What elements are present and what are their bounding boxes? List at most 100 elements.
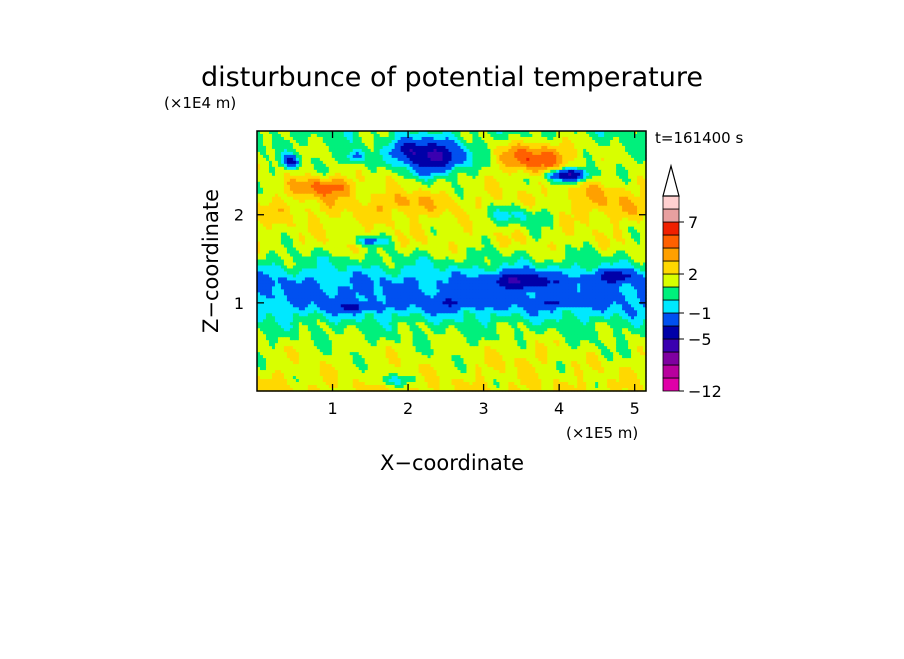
field-cell	[301, 217, 306, 222]
field-cell	[331, 226, 336, 231]
field-cell	[643, 241, 647, 246]
field-cell	[436, 178, 441, 183]
field-cell	[418, 208, 423, 213]
field-cell	[481, 172, 486, 177]
field-cell	[343, 205, 348, 210]
field-cell	[592, 232, 596, 237]
field-cell	[535, 196, 539, 201]
field-cell	[607, 214, 611, 219]
field-cell	[328, 142, 333, 147]
field-cell	[625, 232, 629, 237]
field-cell	[433, 211, 438, 216]
field-cell	[640, 163, 644, 168]
field-cell	[451, 151, 456, 156]
field-cell	[349, 172, 354, 177]
field-cell	[400, 235, 405, 240]
field-cell	[430, 193, 435, 198]
field-cell	[481, 151, 486, 156]
field-cell	[478, 166, 483, 171]
field-cell	[271, 187, 276, 192]
field-cell	[538, 148, 542, 153]
field-cell	[535, 148, 539, 153]
field-cell	[424, 187, 429, 192]
field-cell	[301, 211, 306, 216]
field-cell	[583, 175, 587, 180]
field-cell	[466, 217, 471, 222]
field-cell	[289, 220, 294, 225]
field-cell	[595, 172, 599, 177]
field-cell	[412, 235, 417, 240]
field-cell	[571, 175, 575, 180]
field-cell	[574, 139, 578, 144]
field-cell	[406, 178, 411, 183]
field-cell	[496, 148, 500, 153]
field-cell	[460, 220, 465, 225]
field-cell	[364, 154, 369, 159]
field-cell	[541, 223, 545, 228]
field-cell	[373, 205, 378, 210]
field-cell	[304, 136, 309, 141]
field-cell	[493, 148, 497, 153]
field-cell	[619, 154, 623, 159]
field-cell	[319, 184, 324, 189]
field-cell	[595, 163, 599, 168]
field-cell	[277, 154, 282, 159]
field-cell	[631, 226, 635, 231]
field-cell	[529, 163, 533, 168]
field-cell	[619, 142, 623, 147]
field-cell	[499, 193, 503, 198]
field-cell	[388, 205, 393, 210]
field-cell	[310, 157, 315, 162]
field-cell	[508, 232, 512, 237]
field-cell	[643, 199, 647, 204]
field-cell	[418, 202, 423, 207]
field-cell	[382, 172, 387, 177]
field-cell	[643, 169, 647, 174]
field-cell	[448, 199, 453, 204]
field-cell	[517, 223, 521, 228]
field-cell	[370, 196, 375, 201]
field-cell	[517, 199, 521, 204]
field-cell	[433, 199, 438, 204]
field-cell	[643, 214, 647, 219]
field-cell	[562, 199, 566, 204]
field-cell	[487, 217, 491, 222]
field-cell	[271, 136, 276, 141]
field-cell	[316, 214, 321, 219]
field-cell	[271, 202, 276, 207]
field-cell	[376, 136, 381, 141]
field-cell	[529, 199, 533, 204]
field-cell	[553, 238, 557, 243]
field-cell	[289, 199, 294, 204]
field-cell	[496, 169, 500, 174]
field-cell	[391, 202, 396, 207]
field-cell	[436, 190, 441, 195]
field-cell	[538, 208, 542, 213]
field-cell	[511, 211, 515, 216]
field-cell	[634, 199, 638, 204]
field-cell	[337, 175, 342, 180]
field-cell	[508, 163, 512, 168]
field-cell	[257, 220, 261, 225]
field-cell	[487, 235, 491, 240]
field-cell	[613, 205, 617, 210]
field-cell	[457, 235, 462, 240]
field-cell	[490, 190, 494, 195]
field-cell	[361, 238, 366, 243]
field-cell	[562, 193, 566, 198]
field-cell	[274, 145, 279, 150]
field-cell	[574, 157, 578, 162]
field-cell	[460, 226, 465, 231]
field-cell	[538, 187, 542, 192]
field-cell	[349, 199, 354, 204]
field-cell	[601, 202, 605, 207]
field-cell	[307, 214, 312, 219]
field-cell	[382, 220, 387, 225]
field-cell	[367, 193, 372, 198]
field-cell	[322, 196, 327, 201]
field-cell	[538, 199, 542, 204]
field-cell	[628, 169, 632, 174]
field-cell	[550, 199, 554, 204]
field-cell	[346, 139, 351, 144]
field-cell	[325, 154, 330, 159]
